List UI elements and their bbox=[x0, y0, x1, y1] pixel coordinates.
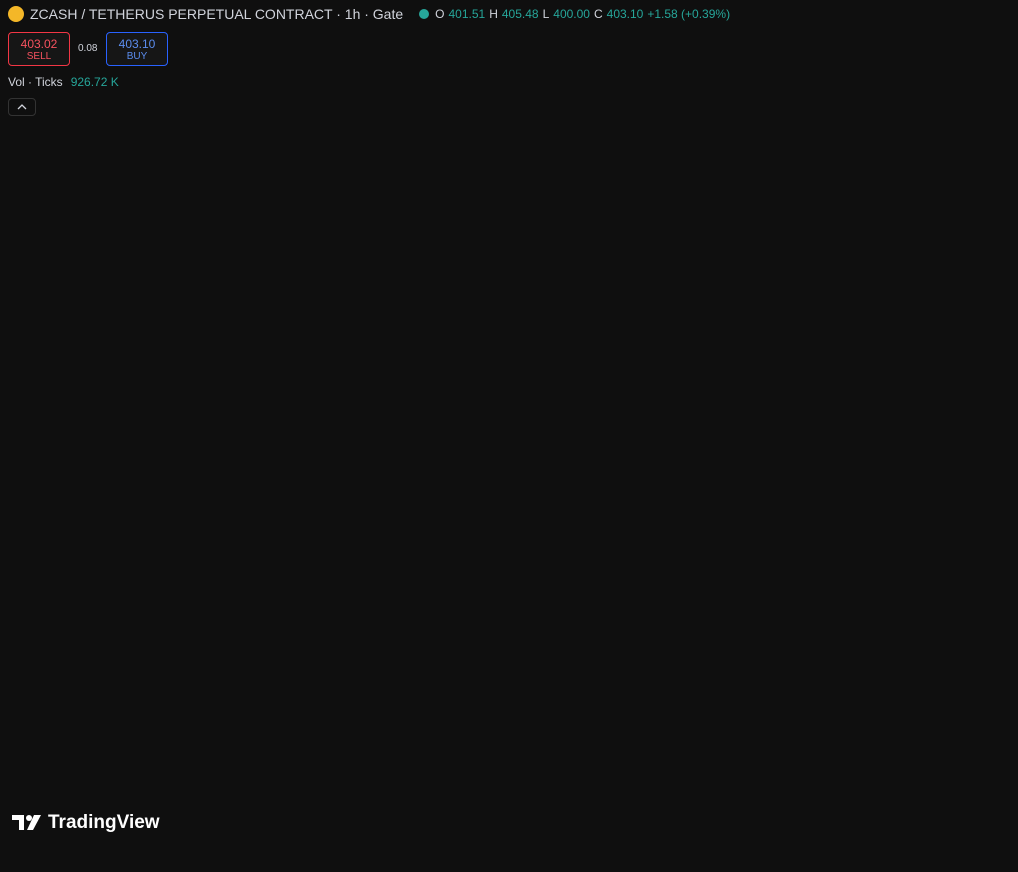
volume-name: Vol · Ticks bbox=[8, 75, 63, 89]
buy-price: 403.10 bbox=[118, 36, 156, 51]
change: +1.58 (+0.39%) bbox=[647, 7, 731, 21]
watermark-logo bbox=[12, 815, 41, 830]
watermark bbox=[12, 812, 212, 838]
ohlc-key: H bbox=[489, 7, 498, 21]
spread: 0.08 bbox=[78, 43, 98, 54]
ohlc: O 401.51 H 405.48 L 400.00 C 403.10 +1.58 (+… bbox=[435, 7, 730, 21]
ohlc-key: C bbox=[593, 7, 603, 21]
sell-label: SELL bbox=[26, 50, 52, 62]
sell-price: 403.02 bbox=[20, 36, 58, 51]
coin-icon bbox=[8, 6, 24, 22]
symbol: ZCASH / TETHERUS PERPETUAL CONTRACT · 1h… bbox=[30, 6, 404, 22]
watermark-text: TradingView bbox=[48, 812, 160, 833]
volume-legend: Vol · Ticks 926.72 K bbox=[8, 75, 119, 89]
ohlc-key: O bbox=[435, 7, 445, 21]
collapse-button[interactable] bbox=[8, 98, 36, 116]
volume-value: 926.72 K bbox=[70, 75, 119, 89]
ohlc-value: 401.51 bbox=[448, 7, 486, 21]
ohlc-key: L bbox=[542, 7, 550, 21]
chevron-icon bbox=[17, 104, 27, 110]
buy-label: BUY bbox=[126, 50, 148, 62]
ohlc-value: 400.00 bbox=[553, 7, 590, 21]
buy-button[interactable]: 403.10 BUY bbox=[106, 32, 168, 66]
legend-header: ZCASH / TETHERUS PERPETUAL CONTRACT · 1h… bbox=[8, 6, 730, 22]
sell-button[interactable]: 403.02 SELL bbox=[8, 32, 70, 66]
ohlc-value: 403.10 bbox=[606, 7, 644, 21]
ohlc-value: 405.48 bbox=[501, 7, 539, 21]
status-dot bbox=[419, 9, 430, 19]
